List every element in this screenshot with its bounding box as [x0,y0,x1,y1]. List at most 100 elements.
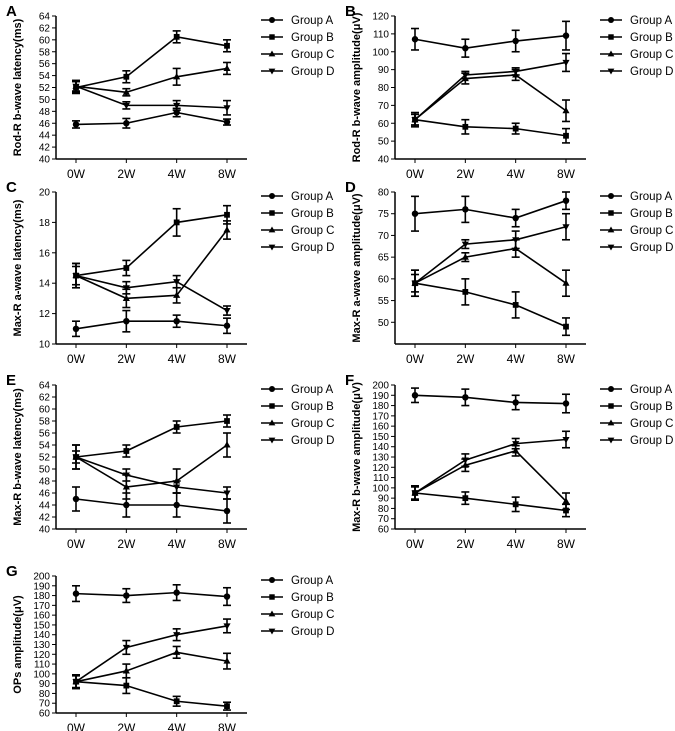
y-tick-label-f: 90 [378,494,390,505]
x-tick-label-c: 0W [67,352,86,366]
data-point-b-3 [461,72,469,79]
y-tick-label-a: 54 [39,71,51,82]
x-tick-label-d: 8W [557,352,576,366]
series-line-e-1 [75,420,228,458]
data-point-d-3 [512,237,520,244]
legend-marker-e-3 [268,437,276,444]
chart-panel-d: D 50 55 60 65 70 75 80 0W 2W 4W 8W Max-R a-wave ampl… [345,179,673,366]
data-point-a-0 [223,118,231,126]
series-line-f-2 [414,449,567,502]
series-line-g-2 [75,651,228,683]
y-tick-label-f: 150 [372,432,389,443]
legend-label-g-2: Group C [291,609,334,621]
data-point-a-2 [223,64,231,71]
panel-letter-g: G [6,563,18,580]
y-tick-label-f: 200 [372,381,389,392]
legend-marker-a-0 [268,16,276,24]
x-tick-label-e: 4W [168,537,187,551]
y-tick-label-d: 65 [378,253,390,264]
legend-marker-f-2 [607,419,615,426]
x-tick-label-f: 2W [456,537,475,551]
legend-label-f-1: Group B [630,401,673,413]
x-tick-label-e: 8W [218,537,237,551]
chart-panel-g: G607080901001101201301401501601701801902… [6,563,334,731]
y-tick-label-a: 44 [39,131,51,142]
series-line-a-0 [75,111,228,126]
y-tick-label-e: 54 [39,441,51,452]
data-point-d-0 [462,206,469,213]
legend-label-b-3: Group D [630,66,673,78]
panel-letter-b: B [345,3,356,20]
legend-marker-d-2 [607,226,615,233]
y-tick-label-c: 10 [39,340,51,351]
legend-marker-g-1 [269,594,275,600]
legend-label-d-0: Group A [630,191,673,203]
data-point-c-2 [223,226,231,233]
legend-marker-a-1 [269,34,275,40]
data-point-f-3 [411,490,419,497]
data-point-c-2 [122,294,130,301]
data-point-c-3 [72,273,80,280]
data-point-c-0 [173,317,180,325]
panel-letter-a: A [6,3,17,20]
legend-marker-f-1 [608,403,614,409]
legend-marker-f-0 [607,385,615,393]
x-tick-label-d: 4W [507,352,526,366]
y-tick-label-b: 70 [378,101,390,112]
y-tick-label-d: 75 [378,209,390,220]
y-tick-label-b: 90 [378,65,390,76]
data-point-c-3 [223,308,231,315]
x-tick-label-c: 8W [218,352,237,366]
data-point-f-0 [512,399,519,406]
y-tick-label-c: 20 [39,188,51,199]
data-point-b-2 [562,106,570,114]
x-tick-label-f: 0W [406,537,425,551]
data-point-a-3 [223,105,231,112]
data-point-f-0 [411,392,419,399]
chart-panel-b: B 40 50 60 70 80 90 100 110 120 0W 2W 4W 8W Rod-R b-wa… [345,3,673,181]
data-point-g-1 [173,698,180,705]
data-point-a-3 [122,102,130,110]
y-tick-label-g: 80 [39,689,51,700]
legend-label-e-3: Group D [291,435,334,447]
series-f-0 [411,387,570,414]
data-point-f-3 [461,457,469,464]
data-point-g-2 [173,648,181,655]
legend-label-a-2: Group C [291,49,334,61]
y-axis-label-e: Max-R b-wave latency(ms) [12,388,24,526]
series-e-3 [72,450,231,500]
legend-label-a-1: Group B [291,32,334,44]
y-tick-label-a: 58 [39,47,51,58]
y-tick-label-e: 64 [39,381,51,392]
data-point-d-2 [461,253,469,260]
data-point-g-2 [223,657,231,664]
data-point-e-3 [122,472,130,479]
legend-label-d-1: Group B [630,208,673,220]
y-tick-label-f: 120 [372,463,389,474]
chart-panel-c: C 10 12 14 16 18 20 0W 2W 4W 8W Max-R a-wave latenc… [6,179,334,366]
legend-marker-a-2 [268,50,276,57]
data-point-g-3 [223,623,231,630]
x-tick-label-d: 0W [406,352,425,366]
series-d-3 [411,212,570,293]
x-tick-label-e: 0W [67,537,86,551]
legend-marker-g-0 [268,576,276,584]
data-point-f-1 [512,501,519,508]
series-line-f-1 [414,492,567,512]
series-line-c-1 [75,214,228,277]
y-axis-label-a: Rod-R b-wave latency(ms) [12,18,24,156]
legend-d: Group A Group B Group C Group D [600,191,673,254]
x-tick-label-b: 2W [456,167,475,181]
y-tick-label-d: 55 [378,296,390,307]
y-tick-label-f: 110 [373,473,389,484]
y-tick-label-g: 110 [34,660,50,671]
series-line-e-0 [75,498,228,512]
data-point-d-3 [461,241,469,248]
y-tick-label-e: 62 [39,393,51,404]
y-tick-label-b: 110 [373,29,389,40]
y-tick-label-a: 64 [39,12,51,23]
x-tick-label-b: 8W [557,167,576,181]
data-point-f-0 [462,394,469,401]
y-tick-label-f: 60 [378,525,390,536]
series-line-b-2 [414,74,567,121]
